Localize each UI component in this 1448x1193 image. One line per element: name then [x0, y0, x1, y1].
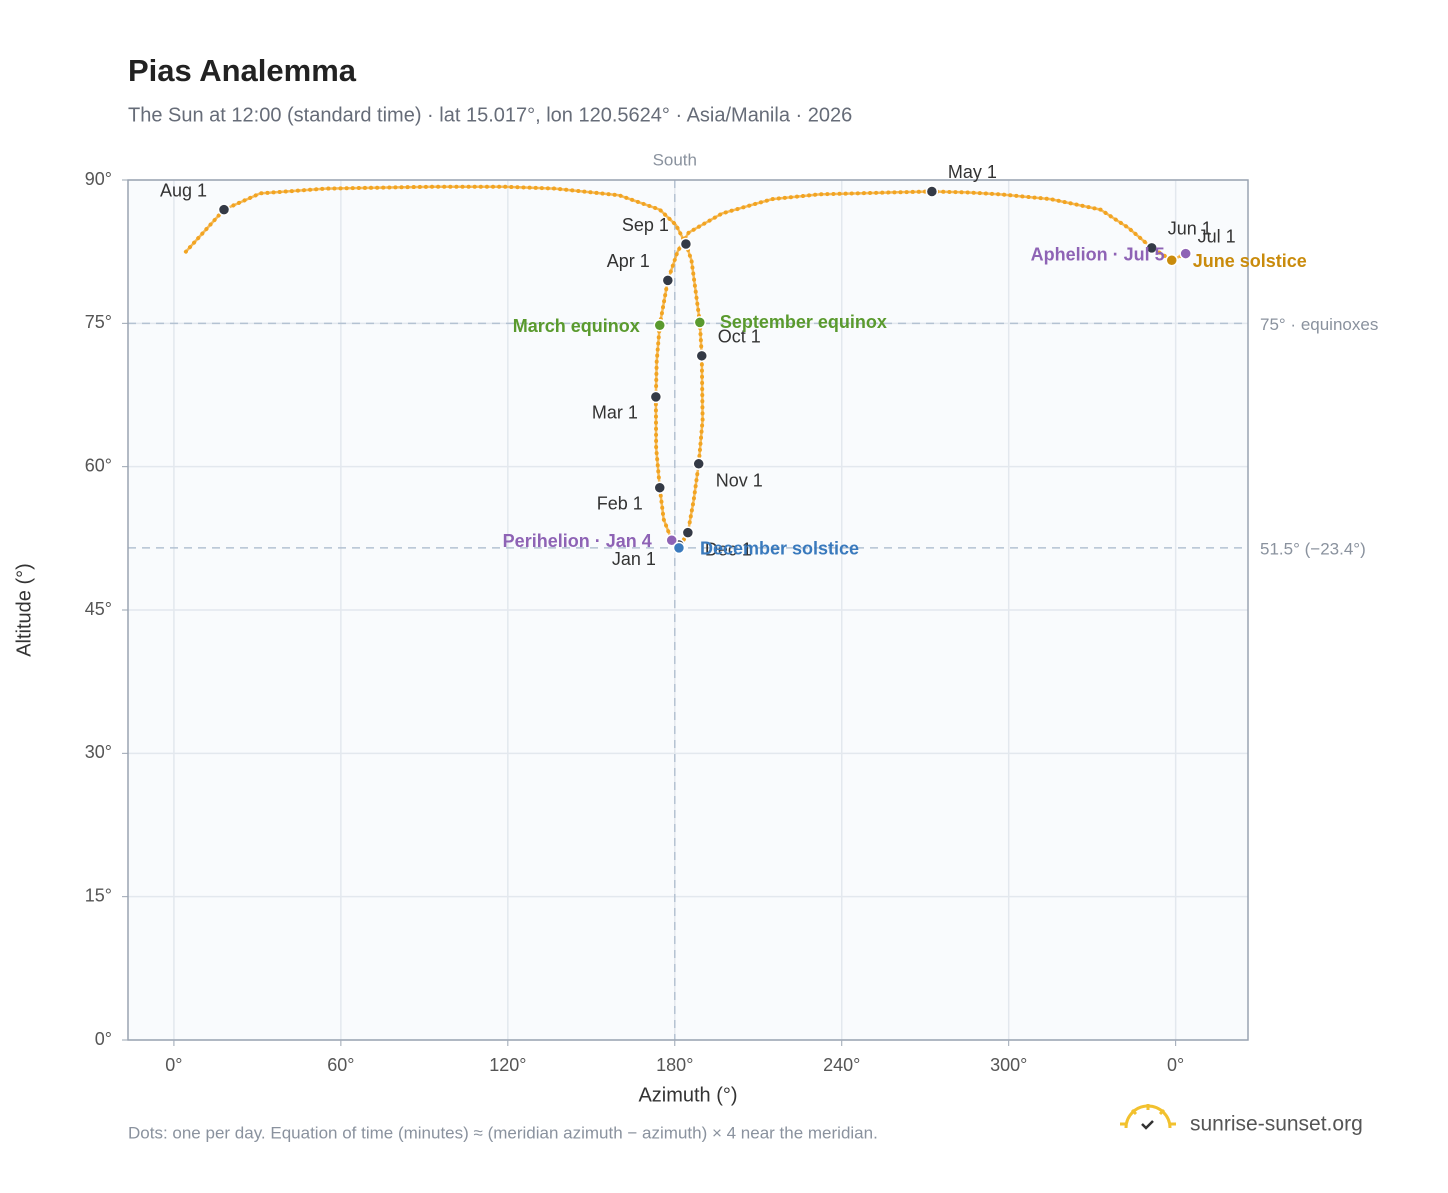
reference-label: South [653, 150, 697, 169]
x-tick-label: 120° [489, 1055, 526, 1075]
event-marker [661, 274, 675, 287]
y-tick-label: 30° [85, 742, 112, 762]
event-label: Mar 1 [592, 403, 638, 423]
reference-label: 51.5° (−23.4°) [1260, 539, 1366, 558]
event-marker [695, 349, 709, 363]
event-marker [672, 541, 686, 555]
x-axis-label: Azimuth (°) [638, 1084, 737, 1106]
event-label: Apr 1 [607, 251, 650, 271]
event-marker [1165, 254, 1179, 267]
reference-label: 75° · equinoxes [1260, 315, 1378, 334]
y-tick-label: 75° [85, 312, 112, 332]
event-label: March equinox [513, 316, 640, 336]
brand-logo [1120, 1104, 1176, 1130]
chart-subtitle: The Sun at 12:00 (standard time) · lat 1… [128, 104, 852, 126]
event-label: Perihelion · Jan 4 [503, 531, 652, 551]
event-marker [681, 526, 695, 539]
y-tick-label: 45° [85, 599, 112, 619]
event-marker [1145, 241, 1158, 255]
event-label: June solstice [1193, 251, 1307, 271]
sun-path-line [654, 190, 1187, 547]
x-tick-label: 300° [990, 1055, 1027, 1075]
x-tick-label: 0° [1167, 1055, 1184, 1075]
event-marker [653, 318, 667, 332]
event-label: Feb 1 [597, 493, 643, 513]
y-axis-label: Altitude (°) [13, 563, 35, 657]
event-label: Jul 1 [1198, 226, 1236, 246]
brand-name: sunrise-sunset.org [1190, 1113, 1363, 1136]
event-label: December solstice [700, 539, 859, 559]
x-tick-label: 240° [823, 1055, 860, 1075]
event-marker [1179, 247, 1192, 260]
event-marker [653, 481, 667, 494]
x-tick-label: 60° [327, 1055, 354, 1075]
event-marker [693, 316, 707, 329]
footnote: Dots: one per day. Equation of time (min… [128, 1123, 878, 1142]
event-marker [679, 237, 693, 251]
y-tick-label: 90° [85, 169, 112, 189]
event-marker [925, 185, 939, 198]
event-marker [649, 390, 663, 404]
event-label: Nov 1 [716, 471, 763, 491]
event-label: Jan 1 [612, 549, 656, 569]
y-tick-label: 60° [85, 455, 112, 475]
event-label: Dec 1 [705, 539, 752, 559]
event-marker [692, 457, 705, 471]
y-tick-label: 0° [95, 1029, 112, 1049]
y-tick-label: 15° [85, 885, 112, 905]
event-label: Oct 1 [718, 327, 761, 347]
x-tick-label: 180° [656, 1055, 693, 1075]
event-marker [665, 533, 678, 547]
sun-path-line [184, 185, 704, 550]
chart-title: Pias Analemma [128, 53, 357, 88]
event-label: May 1 [948, 162, 997, 182]
event-marker [217, 203, 231, 216]
event-label: Sep 1 [622, 215, 669, 235]
event-label: September equinox [720, 312, 887, 332]
x-tick-label: 0° [165, 1055, 182, 1075]
event-label: Aphelion · Jul 5 [1031, 244, 1165, 264]
event-label: Jun 1 [1168, 219, 1212, 239]
plot-frame [127, 179, 1249, 1041]
event-label: Aug 1 [160, 180, 207, 200]
